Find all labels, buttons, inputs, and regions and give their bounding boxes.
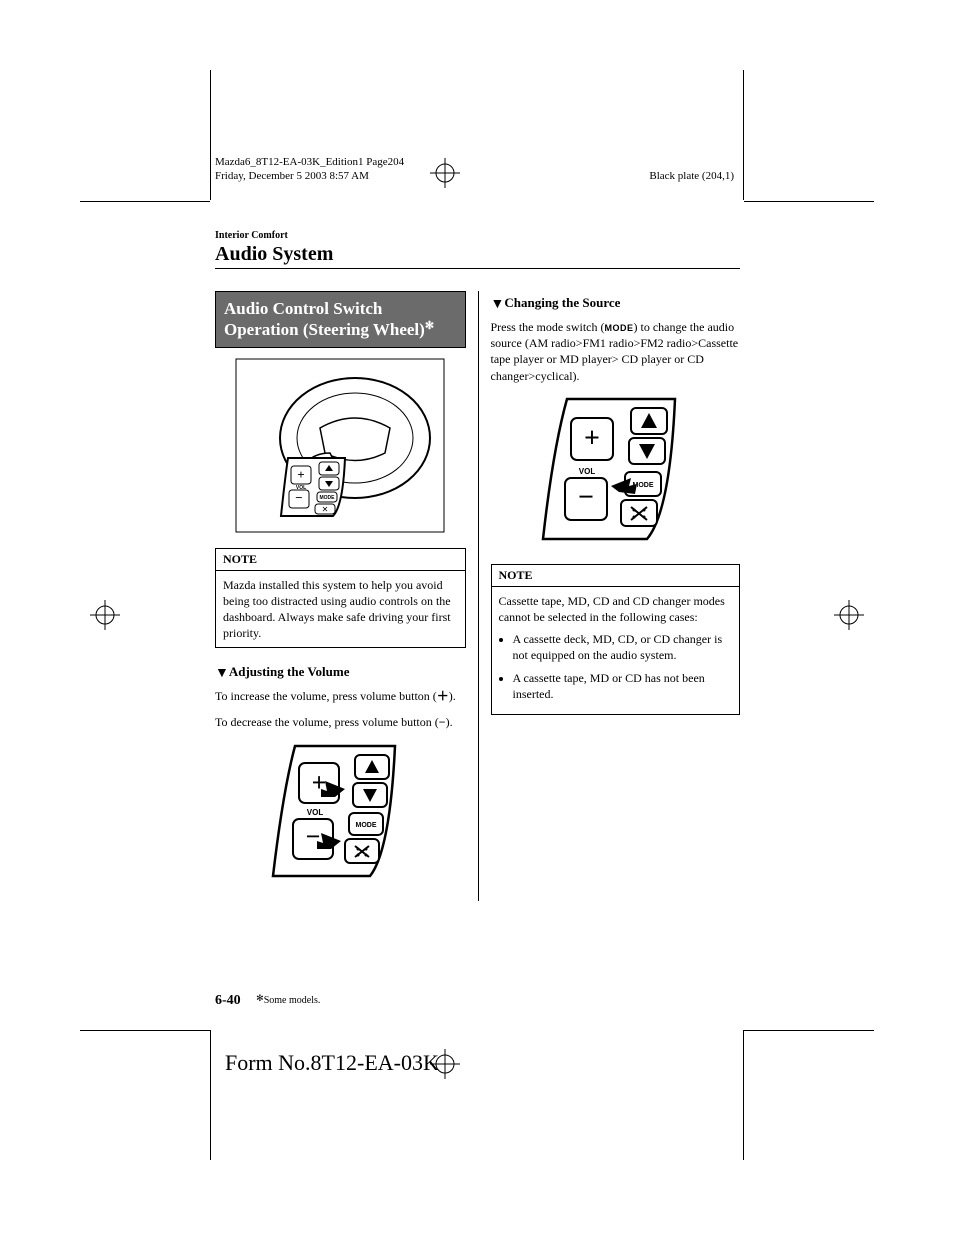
mode-pad-illustration: + − VOL MODE xyxy=(491,394,741,554)
crop-mark xyxy=(743,1030,744,1160)
subheading-text: Adjusting the Volume xyxy=(229,664,350,679)
mode-label-icon: MODE xyxy=(604,323,633,333)
minus-icon: − xyxy=(439,715,446,729)
triangle-down-icon: ▼ xyxy=(491,297,505,313)
page: Mazda6_8T12-EA-03K_Edition1 Page204 Frid… xyxy=(0,0,954,1235)
plate-label: Black plate (204,1) xyxy=(649,170,734,182)
footnote: ✻Some models. xyxy=(256,995,320,1006)
paragraph-decrease: To decrease the volume, press volume but… xyxy=(215,714,466,730)
crop-mark xyxy=(210,70,211,200)
doc-date-line: Friday, December 5 2003 8:57 AM xyxy=(215,169,404,183)
svg-text:VOL: VOL xyxy=(296,485,306,491)
right-column: ▼Changing the Source Press the mode swit… xyxy=(478,291,741,901)
note-body: Cassette tape, MD, CD and CD changer mod… xyxy=(492,587,740,714)
topic-title-box: Audio Control Switch Operation (Steering… xyxy=(215,291,466,348)
crop-mark xyxy=(80,201,210,202)
print-header: Mazda6_8T12-EA-03K_Edition1 Page204 Frid… xyxy=(215,155,404,184)
svg-text:VOL: VOL xyxy=(307,808,324,817)
doc-id-line: Mazda6_8T12-EA-03K_Edition1 Page204 xyxy=(215,155,404,169)
topic-title-text: Audio Control Switch Operation (Steering… xyxy=(224,299,425,339)
left-column: Audio Control Switch Operation (Steering… xyxy=(215,291,478,901)
svg-text:MODE: MODE xyxy=(356,822,377,829)
note-box: NOTE Mazda installed this system to help… xyxy=(215,548,466,649)
subheading-text: Changing the Source xyxy=(504,295,620,310)
crop-mark xyxy=(743,70,744,200)
volume-pad-illustration: + − VOL MODE xyxy=(215,741,466,891)
note-intro: Cassette tape, MD, CD and CD changer mod… xyxy=(499,594,725,624)
plus-icon: ＋ xyxy=(437,689,449,703)
crop-mark xyxy=(210,1030,211,1160)
note-label: NOTE xyxy=(492,565,740,587)
crop-mark xyxy=(744,1030,874,1031)
svg-text:VOL: VOL xyxy=(579,467,596,476)
registration-mark xyxy=(90,600,120,630)
note-box: NOTE Cassette tape, MD, CD and CD change… xyxy=(491,564,741,715)
asterisk-icon: ✻ xyxy=(425,320,434,332)
breadcrumb: Interior Comfort xyxy=(215,230,740,241)
note-list-item: A cassette tape, MD or CD has not been i… xyxy=(513,670,733,702)
triangle-down-icon: ▼ xyxy=(215,666,229,682)
subheading-source: ▼Changing the Source xyxy=(491,295,741,313)
crop-mark xyxy=(744,201,874,202)
note-list: A cassette deck, MD, CD, or CD changer i… xyxy=(513,631,733,702)
svg-text:+: + xyxy=(584,423,600,454)
crop-mark xyxy=(80,1030,210,1031)
steering-wheel-illustration: + − VOL MODE ✕ xyxy=(215,358,466,538)
paragraph-mode: Press the mode switch (MODE) to change t… xyxy=(491,319,741,384)
svg-text:−: − xyxy=(578,482,594,513)
svg-text:−: − xyxy=(296,490,303,505)
asterisk-icon: ✻ xyxy=(256,993,264,1003)
svg-text:MODE: MODE xyxy=(320,495,336,501)
registration-mark xyxy=(430,158,460,188)
registration-mark xyxy=(834,600,864,630)
page-footer: 6-40 ✻Some models. xyxy=(215,993,740,1009)
section-title: Audio System xyxy=(215,243,740,269)
note-label: NOTE xyxy=(216,549,465,571)
content-area: Interior Comfort Audio System Audio Cont… xyxy=(215,230,740,901)
form-number: Form No.8T12-EA-03K xyxy=(225,1050,439,1076)
svg-text:+: + xyxy=(298,467,305,482)
subheading-volume: ▼Adjusting the Volume xyxy=(215,664,466,682)
two-column-layout: Audio Control Switch Operation (Steering… xyxy=(215,291,740,901)
svg-text:✕: ✕ xyxy=(322,505,329,514)
note-list-item: A cassette deck, MD, CD, or CD changer i… xyxy=(513,631,733,663)
page-number: 6-40 xyxy=(215,993,241,1008)
note-body: Mazda installed this system to help you … xyxy=(216,571,465,648)
paragraph-increase: To increase the volume, press volume but… xyxy=(215,688,466,704)
